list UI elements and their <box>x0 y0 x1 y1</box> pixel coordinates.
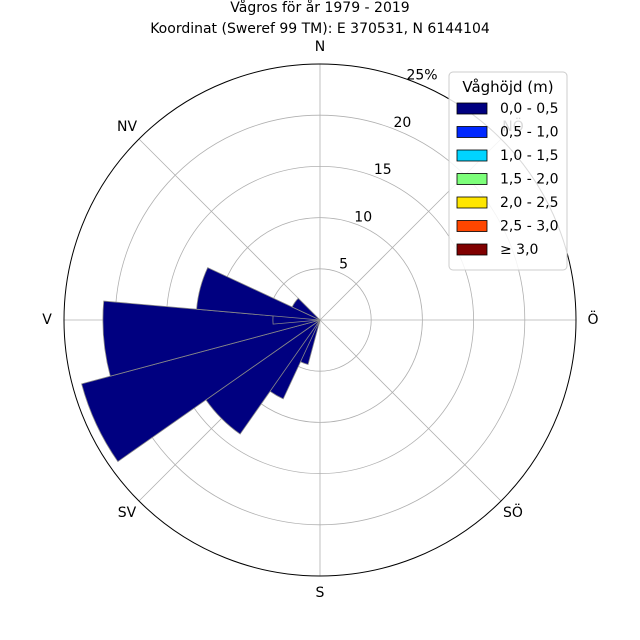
grid-spoke <box>138 138 321 321</box>
direction-label: V <box>42 312 52 328</box>
legend: Våghöjd (m) 0,0 - 0,5 0,5 - 1,0 1,0 - 1,5 1… <box>448 71 568 271</box>
legend-label: ≥ 3,0 <box>500 242 538 258</box>
legend-label: 1,5 - 2,0 <box>500 172 558 188</box>
radial-tick-label: 5 <box>339 257 348 273</box>
legend-swatch <box>456 220 488 232</box>
direction-label: S <box>316 585 325 601</box>
grid-spoke <box>319 319 502 502</box>
legend-label: 2,5 - 3,0 <box>500 219 558 235</box>
legend-label: 0,5 - 1,0 <box>500 125 558 141</box>
radial-tick-label: 20 <box>393 115 411 131</box>
legend-swatch <box>456 102 488 115</box>
legend-swatch <box>456 243 488 256</box>
bars <box>81 267 321 463</box>
polar-frame <box>63 63 577 577</box>
wedge-bar <box>196 267 321 321</box>
radial-tick-label: 10 <box>354 209 372 225</box>
legend-label: 0,0 - 0,5 <box>500 101 558 117</box>
legend-swatch <box>456 196 488 209</box>
legend-swatch <box>456 149 488 162</box>
legend-swatch <box>456 126 488 138</box>
legend-items: 0,0 - 0,5 0,5 - 1,0 1,0 - 1,5 1,5 - 2,0 2,0 … <box>456 101 558 258</box>
legend-swatch <box>456 173 488 185</box>
direction-label: Ö <box>587 310 598 328</box>
direction-label: SV <box>118 505 137 521</box>
legend-title: Våghöjd (m) <box>462 78 553 96</box>
direction-label: SÖ <box>503 503 523 521</box>
legend-label: 1,0 - 1,5 <box>500 148 558 164</box>
chart-subtitle: Koordinat (Sweref 99 TM): E 370531, N 61… <box>150 21 490 37</box>
wedge-bar <box>102 300 321 377</box>
radial-tick-label: 15 <box>374 162 392 178</box>
direction-label: N <box>315 39 325 55</box>
legend-label: 2,0 - 2,5 <box>500 195 558 211</box>
chart-title: Vågros för år 1979 - 2019 <box>230 0 409 16</box>
radial-tick-label: 25% <box>406 68 437 84</box>
wedge-bar <box>291 297 321 321</box>
direction-label: NV <box>117 119 137 135</box>
wedge-bar <box>81 319 321 463</box>
